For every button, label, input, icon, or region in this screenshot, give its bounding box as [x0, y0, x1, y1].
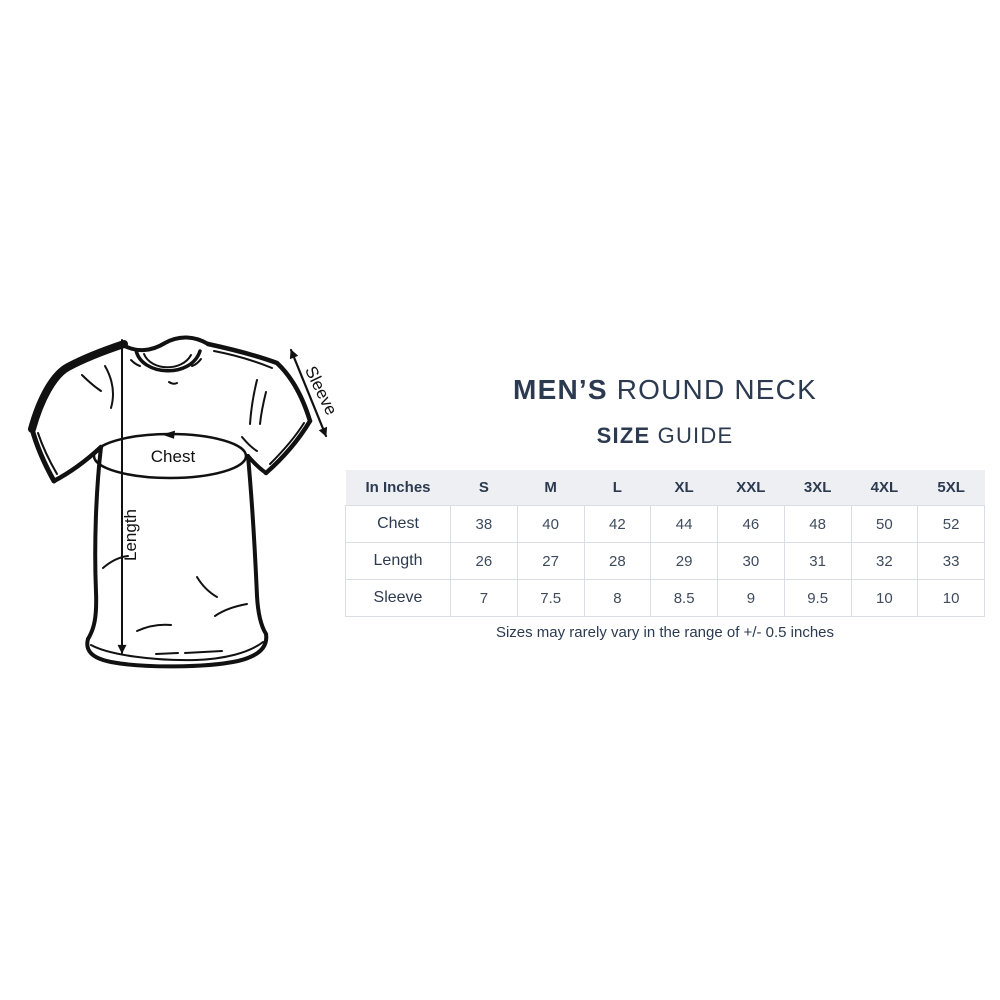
size-table-header-row: In Inches S M L XL XXL 3XL 4XL 5XL	[345, 470, 985, 506]
chest-label: Chest	[151, 447, 196, 466]
row-label: Length	[345, 542, 451, 580]
length-measure: Length	[117, 339, 140, 654]
size-cell: 32	[850, 542, 919, 580]
size-cell: 9	[717, 579, 785, 617]
table-row-sleeve: Sleeve 7 7.5 8 8.5 9 9.5 10 10	[345, 579, 985, 617]
size-cell: 8.5	[650, 579, 718, 617]
size-cell: 38	[450, 505, 518, 543]
size-cell: 40	[516, 505, 585, 543]
column-header-size: 4XL	[851, 470, 918, 506]
size-cell: 31	[783, 542, 852, 580]
size-cell: 42	[583, 505, 652, 543]
size-cell: 27	[516, 542, 585, 580]
size-cell: 30	[717, 542, 785, 580]
page-title: MEN’S ROUND NECK	[345, 374, 985, 406]
column-header-unit: In Inches	[345, 470, 451, 506]
column-header-size: 5XL	[917, 470, 985, 506]
subtitle-emphasis: SIZE	[596, 423, 651, 448]
size-cell: 10	[850, 579, 919, 617]
size-cell: 44	[650, 505, 718, 543]
size-cell: 8	[583, 579, 652, 617]
size-cell: 7	[450, 579, 518, 617]
tshirt-illustration: Chest Length Sleeve	[28, 335, 341, 669]
size-cell: 28	[583, 542, 652, 580]
size-cell: 26	[450, 542, 518, 580]
chest-measure: Chest	[92, 430, 248, 480]
tolerance-note: Sizes may rarely vary in the range of +/…	[495, 624, 835, 641]
column-header-size: XL	[650, 470, 718, 506]
size-cell: 29	[650, 542, 718, 580]
column-header-size: L	[584, 470, 651, 506]
size-cell: 48	[783, 505, 852, 543]
column-header-size: M	[517, 470, 584, 506]
chest-arrow-icon	[162, 430, 175, 439]
size-cell: 9.5	[783, 579, 852, 617]
tshirt-outline	[28, 335, 313, 669]
column-header-size: XXL	[717, 470, 785, 506]
size-cell: 50	[850, 505, 919, 543]
size-cell: 46	[717, 505, 785, 543]
subtitle-rest: GUIDE	[657, 423, 734, 448]
size-cell: 10	[917, 579, 985, 617]
table-row-length: Length 26 27 28 29 30 31 32 33	[345, 542, 985, 580]
size-cell: 33	[917, 542, 985, 580]
row-label: Sleeve	[345, 579, 451, 617]
size-table: In Inches S M L XL XXL 3XL 4XL 5XL Chest…	[345, 470, 985, 617]
column-header-size: 3XL	[784, 470, 851, 506]
length-label: Length	[121, 509, 140, 561]
tshirt-measurement-diagram: Chest Length Sleeve	[25, 330, 345, 675]
page-subtitle: SIZE GUIDE	[345, 423, 985, 449]
size-cell: 7.5	[516, 579, 585, 617]
row-label: Chest	[345, 505, 451, 543]
title-rest: ROUND NECK	[616, 374, 817, 405]
table-row-chest: Chest 38 40 42 44 46 48 50 52	[345, 505, 985, 543]
tshirt-wrinkles	[81, 358, 267, 655]
column-header-size: S	[450, 470, 518, 506]
size-cell: 52	[917, 505, 985, 543]
title-emphasis: MEN’S	[513, 374, 608, 405]
